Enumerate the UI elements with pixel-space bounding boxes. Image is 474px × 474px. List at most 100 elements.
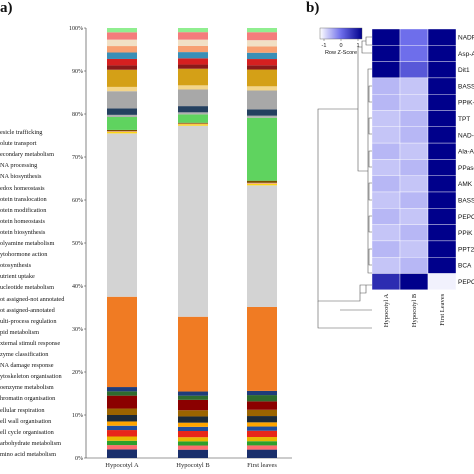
- bar-segment: [247, 46, 277, 53]
- bar-segment: [178, 85, 208, 90]
- heatmap-row-label: BCA: [458, 263, 472, 270]
- x-tick-label: Hypocotyl A: [105, 462, 139, 469]
- bar-segment: [178, 316, 208, 392]
- heatmap-row-label: NAD-: [458, 132, 474, 139]
- heatmap-cell: [427, 257, 457, 274]
- bar-segment: [178, 430, 208, 438]
- color-key-tick-label: 1: [356, 43, 359, 49]
- legend-item: zyme classification: [0, 351, 49, 358]
- heatmap-cell: [371, 257, 401, 274]
- bar-segment: [247, 65, 277, 70]
- y-tick-label: 60%: [72, 198, 83, 204]
- bar-segment: [178, 58, 208, 65]
- heatmap-cell: [371, 126, 401, 144]
- legend-item: utrient uptake: [0, 273, 35, 281]
- bar-segment: [247, 390, 277, 396]
- heatmap-row-label: PPase: [458, 165, 474, 172]
- bar-segment: [247, 28, 277, 33]
- legend-item: ytoskeleton organisation: [0, 373, 62, 381]
- bar-segment: [178, 122, 208, 124]
- heatmap-cell: [371, 142, 401, 160]
- bar-segment: [107, 114, 137, 118]
- bar-segment: [107, 430, 137, 437]
- bar-segment: [247, 416, 277, 423]
- legend-item: otein translocation: [0, 195, 47, 203]
- bar-segment: [247, 115, 277, 118]
- bar-segment: [107, 415, 137, 422]
- bar-segment: [178, 45, 208, 53]
- bar-segment: [247, 401, 277, 410]
- heatmap-row-label: PEPC: [458, 214, 474, 221]
- legend-item: esicle trafficking: [0, 129, 43, 136]
- heatmap-cell: [399, 224, 429, 242]
- bar-segment: [247, 109, 277, 116]
- heatmap-row-label: PEPC: [458, 279, 474, 286]
- heatmap-cell: [399, 257, 429, 274]
- bar-segment: [107, 28, 137, 33]
- panel-a-label: a): [0, 0, 13, 16]
- bar-segment: [107, 32, 137, 40]
- y-tick-label: 30%: [72, 327, 83, 333]
- bar-segment: [178, 64, 208, 69]
- legend-item: otein biosynthesis: [0, 228, 46, 236]
- heatmap-cell: [427, 93, 457, 111]
- bar-segment: [247, 184, 277, 186]
- heatmap-cell: [427, 208, 457, 225]
- heatmap-cell: [427, 191, 457, 209]
- bar-segment: [107, 86, 137, 92]
- bar-segment: [178, 426, 208, 431]
- y-tick-label: 0%: [75, 456, 83, 462]
- color-key-title: Row Z-Score: [325, 50, 357, 56]
- heatmap-cell: [399, 28, 429, 46]
- heatmap-cell: [427, 45, 457, 62]
- heatmap-cell: [399, 175, 429, 193]
- heatmap-cell: [427, 110, 457, 127]
- bar-segment: [107, 425, 137, 431]
- heatmap-cell: [399, 45, 429, 62]
- heatmap-cell: [399, 110, 429, 127]
- legend-item: ell cycle organisation: [0, 428, 54, 436]
- bar-segment: [247, 409, 277, 417]
- heatmap-cell: [427, 224, 457, 242]
- bar-segment: [247, 32, 277, 41]
- heatmap-column-label: Hypocotyl B: [411, 293, 418, 327]
- heatmap-cell: [371, 224, 401, 242]
- bar-segment: [107, 296, 137, 388]
- legend-item: oenzyme metabolism: [0, 384, 54, 392]
- heatmap-row-label: PPiK-: [458, 100, 474, 107]
- legend-item: NA biosynthesis: [0, 173, 42, 181]
- heatmap-row-label: PPiK: [458, 230, 473, 237]
- heatmap-cell: [427, 28, 457, 46]
- bar-segment: [178, 52, 208, 59]
- legend-item: otein homeostasis: [0, 217, 45, 225]
- y-tick-label: 70%: [72, 155, 83, 161]
- row-dendrogram-branch: [317, 301, 372, 329]
- bar-segment: [107, 39, 137, 47]
- heatmap-cell: [371, 45, 401, 62]
- legend-item: otosynthesis: [0, 262, 32, 270]
- legend-item: NA damage response: [0, 362, 54, 370]
- bar-segment: [178, 416, 208, 423]
- bar-segment: [107, 129, 137, 132]
- bar-segment: [107, 91, 137, 109]
- bar-segment: [178, 106, 208, 113]
- bar-segment: [178, 449, 208, 458]
- heatmap-cell: [399, 191, 429, 209]
- bar-segment: [247, 445, 277, 450]
- color-key-tick-label: -1: [322, 43, 327, 49]
- legend-item: ulti-process regulation: [0, 317, 57, 325]
- x-tick-label: Hypocotyl B: [176, 462, 210, 469]
- legend-item: ucleotide metabolism: [0, 284, 55, 292]
- bar-segment: [247, 182, 277, 185]
- legend-item: econdary metabolism: [0, 151, 55, 159]
- bar-segment: [178, 410, 208, 417]
- bar-segment: [247, 180, 277, 183]
- legend-item: xternal stimuli response: [0, 339, 61, 347]
- legend-item: mino acid metabolism: [0, 450, 56, 458]
- bar-segment: [178, 28, 208, 33]
- row-dendrogram: [317, 36, 372, 302]
- bar-segment: [178, 125, 208, 317]
- x-tick-label: First leaves: [247, 462, 277, 469]
- heatmap-cell: [371, 61, 401, 79]
